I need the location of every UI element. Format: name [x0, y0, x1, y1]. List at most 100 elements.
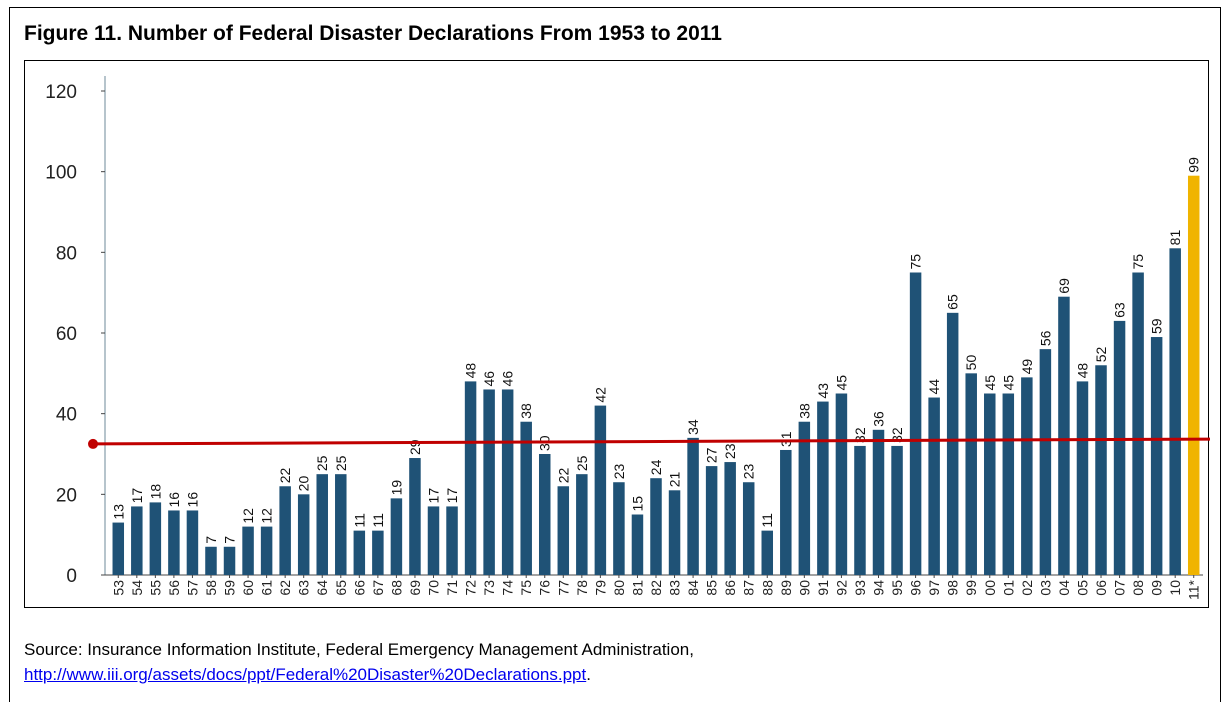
- data-label-85: 27: [704, 447, 720, 463]
- bar-53: [112, 522, 125, 575]
- data-label-81: 15: [629, 496, 645, 512]
- x-label-00: 00: [982, 580, 998, 596]
- data-label-78: 25: [574, 455, 590, 471]
- data-label-57: 16: [184, 492, 200, 508]
- bar-70: [427, 506, 440, 575]
- data-label-88: 11: [759, 513, 775, 528]
- data-label-70: 17: [425, 488, 441, 504]
- data-label-75: 38: [518, 403, 534, 419]
- x-label-98: 98: [945, 580, 961, 596]
- bar-04: [1058, 296, 1070, 575]
- x-label-83: 83: [667, 580, 683, 596]
- data-label-72: 48: [463, 363, 479, 379]
- x-label-75: 75: [518, 580, 534, 596]
- data-label-94: 36: [871, 411, 887, 427]
- bar-91: [817, 401, 829, 575]
- bar-69: [409, 458, 421, 575]
- data-label-92: 45: [833, 375, 849, 391]
- data-label-03: 56: [1037, 330, 1053, 346]
- x-label-70: 70: [425, 580, 441, 596]
- bar-75: [520, 421, 532, 575]
- x-label-91: 91: [815, 580, 831, 596]
- bar-64: [316, 474, 328, 575]
- bar-60: [242, 526, 254, 575]
- x-label-66: 66: [351, 580, 367, 596]
- trend-line-start-marker: [88, 438, 98, 449]
- data-label-67: 11: [370, 513, 386, 528]
- x-label-55: 55: [147, 580, 163, 596]
- bar-68: [390, 498, 403, 575]
- bar-09: [1150, 337, 1163, 575]
- bar-97: [928, 397, 940, 575]
- x-label-59: 59: [222, 580, 238, 596]
- data-label-55: 18: [147, 484, 163, 500]
- x-label-95: 95: [889, 580, 905, 596]
- data-label-10: 81: [1167, 230, 1183, 246]
- x-label-74: 74: [500, 580, 516, 596]
- y-tick-label-100: 100: [45, 163, 77, 184]
- x-label-81: 81: [629, 580, 645, 596]
- bar-56: [168, 510, 180, 575]
- data-label-82: 24: [648, 459, 664, 475]
- x-label-62: 62: [277, 580, 293, 596]
- bar-65: [335, 474, 347, 575]
- source-link[interactable]: http://www.iii.org/assets/docs/ppt/Feder…: [24, 665, 587, 684]
- bar-08: [1132, 272, 1144, 575]
- bar-00: [984, 393, 996, 575]
- data-label-00: 45: [982, 375, 998, 391]
- x-label-64: 64: [314, 580, 330, 596]
- data-label-99: 50: [963, 355, 979, 371]
- y-tick-label-60: 60: [56, 324, 77, 345]
- x-label-78: 78: [574, 580, 590, 596]
- data-label-71: 17: [444, 488, 460, 504]
- data-label-89: 31: [778, 431, 794, 447]
- bar-03: [1039, 349, 1052, 575]
- bar-88: [761, 530, 774, 575]
- bar-78: [576, 474, 588, 575]
- data-label-07: 63: [1112, 302, 1128, 318]
- bar-90: [798, 421, 811, 575]
- x-label-67: 67: [370, 580, 386, 596]
- bar-95: [891, 445, 903, 575]
- bar-93: [854, 445, 866, 575]
- x-label-08: 08: [1130, 580, 1146, 596]
- data-label-97: 44: [926, 379, 942, 395]
- x-label-53: 53: [110, 580, 126, 596]
- bar-80: [613, 482, 625, 575]
- data-label-65: 25: [333, 455, 349, 471]
- data-label-66: 11: [351, 513, 367, 528]
- data-label-05: 48: [1074, 363, 1090, 379]
- data-label-04: 69: [1056, 278, 1072, 294]
- bar-94: [872, 429, 885, 575]
- figure-frame: [9, 7, 1221, 702]
- bar-98: [946, 312, 959, 575]
- x-label-92: 92: [833, 580, 849, 596]
- x-label-97: 97: [926, 580, 942, 596]
- x-label-57: 57: [184, 580, 200, 596]
- data-label-02: 49: [1019, 359, 1035, 375]
- bar-87: [742, 482, 755, 575]
- bar-74: [501, 389, 514, 575]
- bar-77: [557, 486, 570, 575]
- data-label-53: 13: [110, 504, 126, 520]
- bar-71: [446, 506, 458, 575]
- x-label-71: 71: [444, 580, 460, 596]
- x-label-63: 63: [296, 580, 312, 596]
- bar-62: [279, 486, 291, 575]
- y-tick-label-120: 120: [45, 82, 77, 103]
- bar-76: [538, 454, 551, 575]
- data-label-56: 16: [166, 492, 182, 508]
- bar-84: [687, 437, 699, 575]
- x-label-05: 05: [1074, 580, 1090, 596]
- bar-01: [1002, 393, 1015, 575]
- data-label-93: 32: [852, 427, 868, 443]
- x-label-03: 03: [1037, 580, 1053, 596]
- bar-66: [353, 530, 366, 575]
- figure-title: Figure 11. Number of Federal Disaster De…: [24, 22, 722, 45]
- x-label-01: 01: [1000, 580, 1016, 596]
- x-label-84: 84: [685, 580, 701, 596]
- data-label-80: 23: [611, 463, 627, 479]
- bar-96: [909, 272, 922, 575]
- data-label-60: 12: [240, 508, 256, 524]
- data-label-91: 43: [815, 383, 831, 399]
